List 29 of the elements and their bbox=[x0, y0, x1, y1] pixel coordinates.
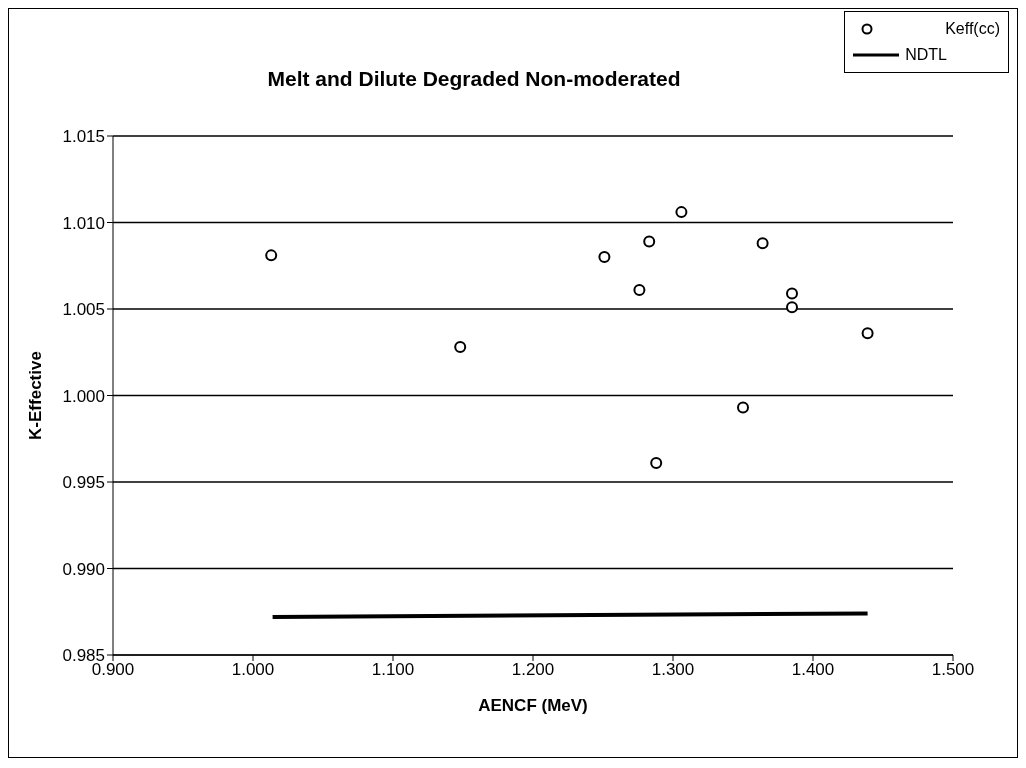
legend-label: NDTL bbox=[905, 46, 947, 64]
y-tick-label: 1.015 bbox=[62, 127, 105, 147]
y-tick-label: 1.010 bbox=[62, 213, 105, 233]
y-tick-label: 1.000 bbox=[62, 386, 105, 406]
text: Keff(cc) bbox=[944, 20, 1000, 38]
point bbox=[454, 341, 467, 354]
point bbox=[861, 327, 874, 340]
y-tick-label: 0.995 bbox=[62, 473, 105, 493]
y-tick-label: 1.005 bbox=[62, 300, 105, 320]
point bbox=[643, 235, 656, 248]
x-tick-label: 1.200 bbox=[511, 660, 555, 680]
x-tick-label: 1.500 bbox=[931, 660, 975, 680]
point bbox=[756, 237, 769, 250]
point bbox=[737, 401, 749, 414]
x-tick-label: 1.000 bbox=[231, 660, 275, 680]
x-tick-label: 1.300 bbox=[651, 660, 695, 680]
point bbox=[265, 249, 278, 262]
point bbox=[786, 301, 798, 314]
x-tick-label: 1.100 bbox=[371, 660, 415, 680]
point bbox=[633, 283, 646, 296]
x-axis-title: AENCF (MeV) bbox=[478, 696, 588, 715]
x-tick-label: 1.400 bbox=[791, 660, 835, 680]
point bbox=[786, 287, 798, 300]
y-axis-title: K-Effective bbox=[26, 351, 46, 440]
chart-title: Melt and Dilute Degraded Non-moderated bbox=[266, 67, 682, 91]
point bbox=[650, 456, 663, 469]
point bbox=[598, 251, 611, 264]
y-tick-label: 0.990 bbox=[62, 559, 105, 579]
point bbox=[675, 206, 688, 219]
